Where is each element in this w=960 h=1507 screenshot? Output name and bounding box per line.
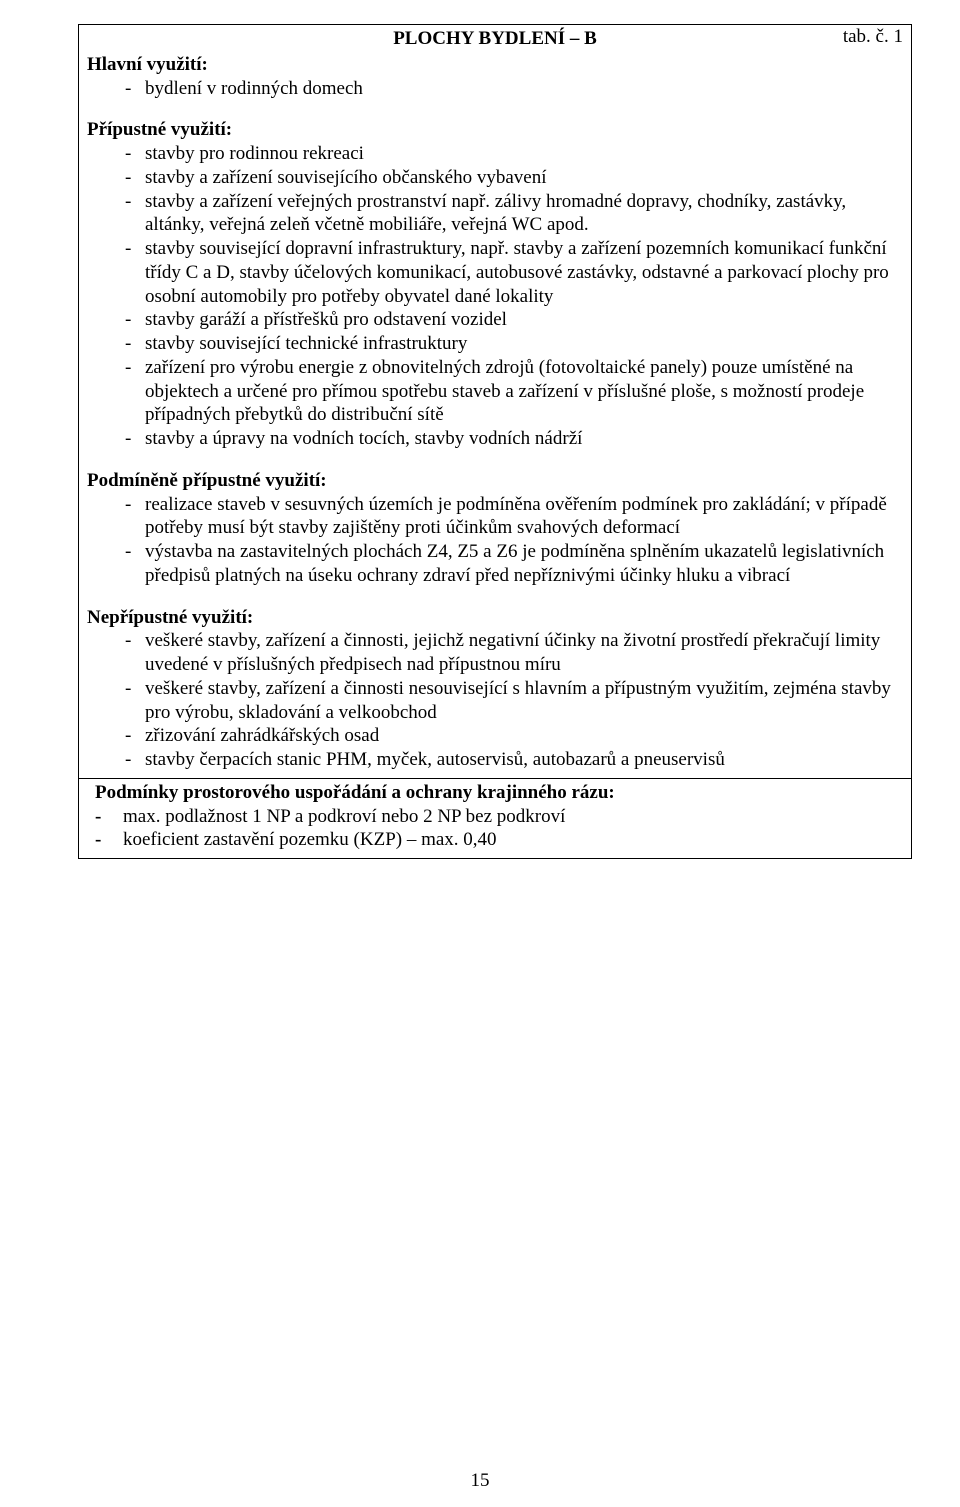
list-nepripustne: veškeré stavby, zařízení a činnosti, jej…	[87, 629, 903, 772]
list-item-text: koeficient zastavění pozemku (KZP) – max…	[123, 829, 497, 850]
list-item: koeficient zastavění pozemku (KZP) – max…	[123, 828, 903, 852]
page-number: 15	[0, 1469, 960, 1493]
heading-podminene: Podmíněně přípustné využití:	[87, 469, 903, 493]
heading-hlavni: Hlavní využití:	[87, 53, 903, 77]
list-item: max. podlažnost 1 NP a podkroví nebo 2 N…	[123, 805, 903, 829]
bottom-cell: Podmínky prostorového uspořádání a ochra…	[79, 779, 911, 858]
tab-label: tab. č. 1	[843, 25, 903, 49]
list-podminene: realizace staveb v sesuvných územích je …	[87, 493, 903, 588]
list-item: stavby pro rodinnou rekreaci	[145, 142, 903, 166]
list-item: veškeré stavby, zařízení a činnosti, jej…	[145, 629, 903, 677]
page: tab. č. 1 PLOCHY BYDLENÍ – B Hlavní využ…	[0, 0, 960, 1507]
list-pripustne: stavby pro rodinnou rekreaci stavby a za…	[87, 142, 903, 451]
list-item: stavby a zařízení veřejných prostranství…	[145, 190, 903, 238]
block-podminene: Podmíněně přípustné využití: realizace s…	[87, 469, 903, 588]
list-item: stavby a úpravy na vodních tocích, stavb…	[145, 427, 903, 451]
list-item: stavby čerpacích stanic PHM, myček, auto…	[145, 748, 903, 772]
heading-pripustne: Přípustné využití:	[87, 118, 903, 142]
list-item: bydlení v rodinných domech	[145, 77, 903, 101]
block-pripustne: Přípustné využití: stavby pro rodinnou r…	[87, 118, 903, 451]
top-cell: tab. č. 1 PLOCHY BYDLENÍ – B Hlavní využ…	[79, 25, 911, 779]
list-podminky: max. podlažnost 1 NP a podkroví nebo 2 N…	[87, 805, 903, 853]
heading-nepripustne: Nepřípustné využití:	[87, 606, 903, 630]
list-item: veškeré stavby, zařízení a činnosti neso…	[145, 677, 903, 725]
list-item: zařízení pro výrobu energie z obnoviteln…	[145, 356, 903, 427]
list-item: realizace staveb v sesuvných územích je …	[145, 493, 903, 541]
list-item: zřizování zahrádkářských osad	[145, 724, 903, 748]
block-nepripustne: Nepřípustné využití: veškeré stavby, zař…	[87, 606, 903, 772]
list-item: stavby související technické infrastrukt…	[145, 332, 903, 356]
regulations-table: tab. č. 1 PLOCHY BYDLENÍ – B Hlavní využ…	[78, 24, 912, 859]
table-title: PLOCHY BYDLENÍ – B	[87, 27, 903, 51]
list-item: výstavba na zastavitelných plochách Z4, …	[145, 540, 903, 588]
list-hlavni: bydlení v rodinných domech	[87, 77, 903, 101]
list-item-text: max. podlažnost 1 NP a podkroví nebo 2 N…	[123, 806, 565, 827]
list-item: stavby související dopravní infrastruktu…	[145, 237, 903, 308]
heading-podminky: Podmínky prostorového uspořádání a ochra…	[87, 781, 903, 805]
list-item: stavby garáží a přístřešků pro odstavení…	[145, 308, 903, 332]
list-item: stavby a zařízení souvisejícího občanské…	[145, 166, 903, 190]
